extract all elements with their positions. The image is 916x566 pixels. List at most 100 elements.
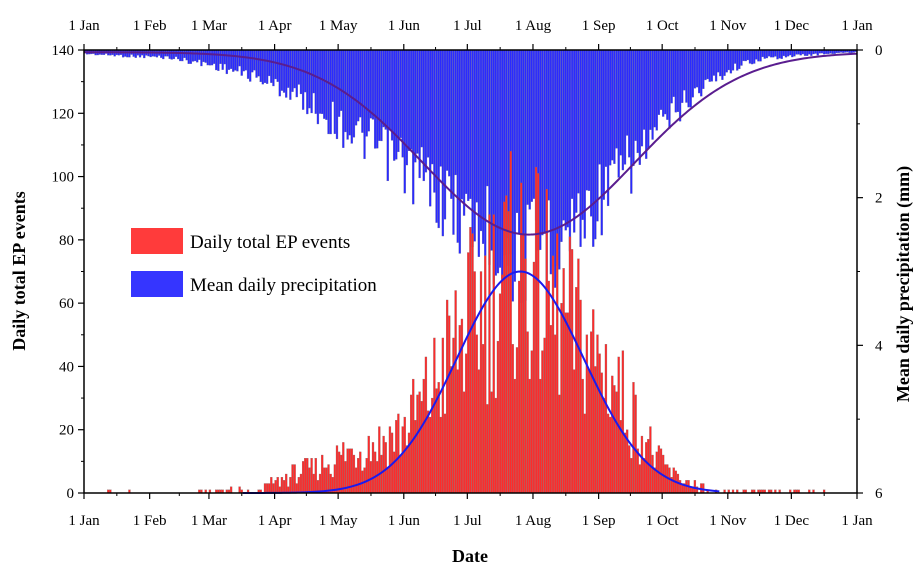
- precipitation-bar: [361, 49, 364, 133]
- x-tick-label-bottom: 1 Oct: [646, 513, 680, 529]
- ep-event-bar: [280, 477, 284, 494]
- ep-event-bar: [575, 287, 578, 494]
- bars-layer: [83, 49, 857, 494]
- precipitation-bar: [498, 49, 502, 268]
- ep-event-bar: [494, 397, 497, 494]
- ep-event-bar: [268, 483, 271, 494]
- ep-event-bar: [340, 454, 343, 494]
- precipitation-bar: [708, 49, 711, 82]
- precipitation-bar: [727, 49, 730, 71]
- left-y-tick-label: 80: [59, 233, 74, 249]
- precipitation-bar: [337, 49, 341, 117]
- precipitation-bar: [774, 49, 777, 57]
- precipitation-bar: [721, 49, 724, 80]
- precipitation-bar: [462, 49, 466, 216]
- precipitation-bar: [155, 49, 159, 58]
- precipitation-bar: [198, 49, 201, 60]
- ep-event-bar: [609, 416, 612, 494]
- ep-event-bar: [318, 473, 322, 494]
- ep-event-bar: [636, 448, 639, 494]
- precipitation-bar: [287, 49, 290, 88]
- precipitation-bar: [299, 49, 303, 95]
- x-tick-label-top: 1 Mar: [191, 18, 227, 34]
- left-y-tick-label: 100: [52, 170, 75, 186]
- precipitation-bar: [403, 49, 406, 194]
- precipitation-bar: [780, 49, 783, 59]
- precipitation-bar: [424, 49, 428, 173]
- ep-event-bar: [587, 369, 591, 494]
- ep-event-bar: [439, 416, 442, 494]
- precipitation-bar: [170, 49, 173, 60]
- precipitation-bar: [189, 49, 192, 64]
- x-tick-label-bottom: 1 Sep: [582, 513, 616, 529]
- ep-event-bar: [393, 451, 396, 494]
- precipitation-bar: [316, 49, 320, 125]
- ep-event-bar: [310, 458, 313, 494]
- x-tick-label-top: 1 May: [319, 18, 358, 34]
- precipitation-bar: [335, 49, 339, 140]
- x-tick-label-bottom: 1 Jun: [388, 513, 421, 529]
- right-y-tick-label: 6: [875, 486, 883, 502]
- precipitation-bar: [196, 49, 199, 63]
- precipitation-bar: [323, 49, 326, 119]
- precipitation-bar: [513, 49, 517, 282]
- precipitation-bar: [469, 49, 472, 199]
- precipitation-bar: [138, 49, 142, 58]
- fit-lines-layer: [84, 51, 858, 494]
- precipitation-bar: [793, 49, 796, 57]
- ep-event-bar: [386, 467, 389, 494]
- precipitation-bar: [297, 49, 300, 85]
- ep-event-bar: [520, 182, 523, 494]
- precipitation-bar: [168, 49, 171, 59]
- precipitation-bar: [640, 49, 644, 147]
- ep-event-bar: [465, 353, 468, 494]
- precipitation-bar: [742, 49, 745, 62]
- precipitation-bar: [791, 49, 794, 58]
- precipitation-bar: [598, 49, 601, 165]
- precipitation-bar: [619, 49, 622, 156]
- precipitation-bar: [242, 49, 245, 72]
- precipitation-bar: [617, 49, 620, 178]
- precipitation-bar: [448, 49, 451, 177]
- precipitation-bar: [611, 49, 614, 161]
- precipitation-bar: [670, 49, 673, 104]
- precipitation-bar: [575, 49, 578, 213]
- ep-event-bar: [373, 451, 377, 494]
- ep-event-bar: [596, 334, 599, 494]
- x-tick-label-bottom: 1 Nov: [709, 513, 747, 529]
- ep-event-bar: [422, 378, 425, 494]
- precipitation-bar: [439, 49, 442, 167]
- precipitation-bar: [532, 49, 536, 199]
- ep-event-bar: [304, 458, 307, 494]
- ep-event-bar: [416, 394, 419, 494]
- legend-swatch-ep-events: [131, 228, 183, 254]
- precipitation-bar: [465, 49, 468, 194]
- ep-event-bar: [534, 166, 538, 494]
- precipitation-bar: [295, 49, 298, 98]
- precipitation-bar: [359, 49, 362, 118]
- ep-event-bar: [634, 394, 637, 494]
- precipitation-bar: [291, 49, 294, 92]
- precipitation-bar: [456, 49, 459, 243]
- legend-label-ep-events: Daily total EP events: [190, 232, 350, 253]
- precipitation-bar: [433, 49, 436, 193]
- precipitation-bar: [409, 49, 413, 150]
- ep-event-bar: [541, 350, 544, 494]
- precipitation-bar: [244, 49, 248, 71]
- ep-event-bar: [327, 464, 330, 494]
- ep-event-bar: [511, 344, 514, 494]
- precipitation-bar: [672, 49, 675, 97]
- precipitation-bar: [653, 49, 656, 128]
- x-tick-label-top: 1 Feb: [133, 18, 167, 34]
- right-y-tick-label: 4: [875, 338, 883, 354]
- precipitation-bar: [181, 49, 184, 62]
- precipitation-bar: [666, 49, 669, 120]
- ep-event-bar: [558, 394, 561, 494]
- precipitation-bar: [755, 49, 758, 60]
- precipitation-bar: [257, 49, 260, 77]
- precipitation-bar: [511, 49, 514, 302]
- ep-event-bar: [431, 397, 434, 494]
- x-tick-label-top: 1 Jan: [841, 18, 873, 34]
- ep-event-bar: [418, 391, 421, 494]
